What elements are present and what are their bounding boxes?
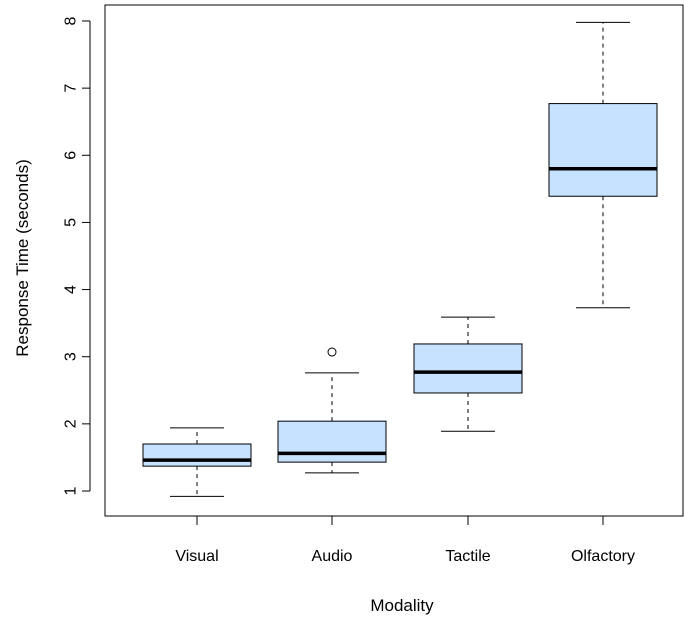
plot-frame (104, 4, 684, 517)
box-group (142, 427, 252, 497)
outlier-point (327, 347, 337, 357)
box-group (413, 316, 523, 432)
y-tick-label: 4 (63, 285, 80, 294)
x-tick-label: Olfactory (571, 548, 635, 565)
y-axis: 1 2 3 4 5 6 7 8 (63, 16, 91, 495)
x-axis: Visual Audio Tactile Olfactory (175, 515, 635, 565)
iqr-box (142, 443, 252, 467)
y-axis-label: Response Time (seconds) (13, 159, 32, 356)
iqr-box (548, 103, 658, 197)
x-tick-label: Tactile (445, 548, 490, 565)
box-group (548, 21, 658, 309)
y-tick-label: 1 (63, 486, 80, 495)
y-tick-label: 8 (63, 16, 80, 25)
iqr-box (277, 420, 387, 463)
y-tick-label: 2 (63, 419, 80, 428)
box-group (277, 347, 387, 474)
iqr-box (413, 343, 523, 394)
y-tick-label: 6 (63, 151, 80, 160)
y-tick-label: 3 (63, 352, 80, 361)
boxes-layer (142, 21, 658, 497)
x-axis-label: Modality (370, 596, 434, 615)
y-tick-label: 7 (63, 84, 80, 93)
x-tick-label: Audio (312, 548, 353, 565)
x-tick-label: Visual (175, 548, 218, 565)
y-tick-label: 5 (63, 218, 80, 227)
